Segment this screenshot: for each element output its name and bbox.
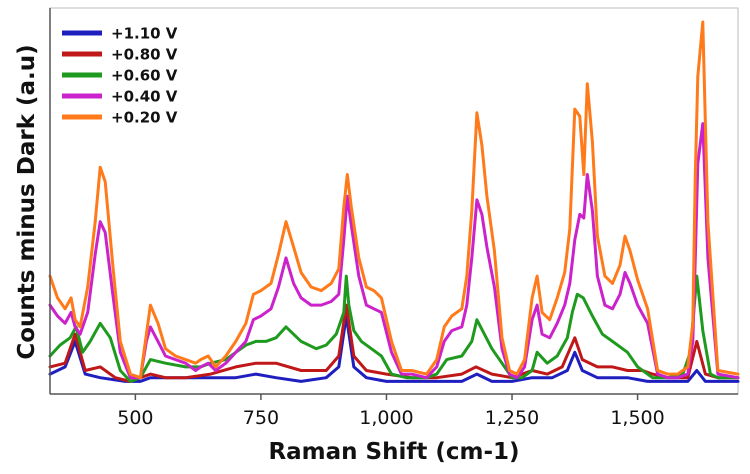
x-tick-label: 500 xyxy=(117,407,153,429)
x-tick-label: 1,000 xyxy=(359,407,413,429)
x-tick-label: 1,250 xyxy=(485,407,539,429)
series-layer xyxy=(48,20,740,383)
legend-label: +0.40 V xyxy=(111,88,178,106)
x-axis-title: Raman Shift (cm-1) xyxy=(268,439,519,465)
x-tick-label: 1,500 xyxy=(610,407,664,429)
y-axis-title: Counts minus Dark (a.u) xyxy=(14,44,40,359)
series-line-2 xyxy=(48,274,740,383)
legend-label: +0.20 V xyxy=(111,109,178,127)
series-line-0 xyxy=(48,314,740,383)
plot-area xyxy=(49,7,739,395)
series-line-4 xyxy=(48,20,740,380)
x-tick-label: 750 xyxy=(243,407,279,429)
legend-label: +0.60 V xyxy=(111,67,178,85)
x-ticks: 500 750 1,000 1,250 1,500 xyxy=(117,394,665,429)
series-line-3 xyxy=(48,122,740,380)
legend: +1.10 V +0.80 V +0.60 V +0.40 V +0.20 V xyxy=(62,25,178,127)
legend-label: +0.80 V xyxy=(111,46,178,64)
legend-label: +1.10 V xyxy=(111,25,178,43)
